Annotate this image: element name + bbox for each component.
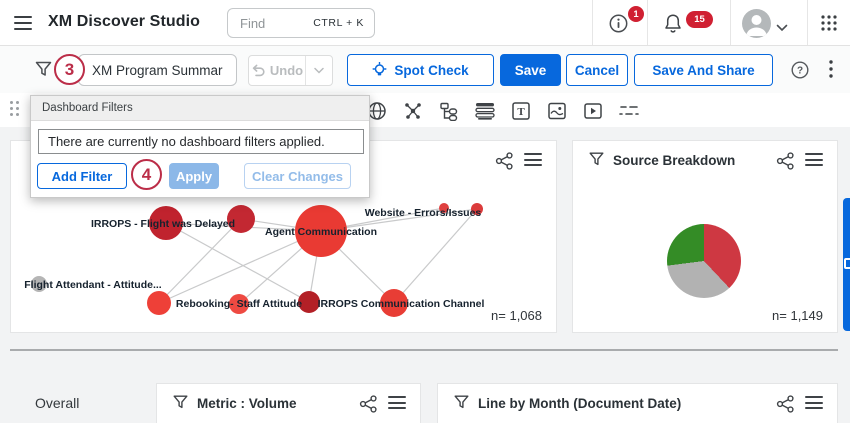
svg-text:Rebooking- Staff Attitude: Rebooking- Staff Attitude [176,298,302,310]
widget-title: Line by Month (Document Date) [478,396,682,411]
share-icon[interactable] [359,395,378,418]
filter-funnel-icon[interactable] [35,61,52,82]
source-breakdown-widget: Source Breakdown n= 1,149 [572,140,838,333]
kebab-menu-icon[interactable] [828,59,834,84]
widget-title: Metric : Volume [197,396,297,411]
divider [807,0,808,45]
svg-text:?: ? [797,66,803,77]
topic-network-widget-icon[interactable] [401,99,425,123]
search-input[interactable] [228,15,314,31]
share-icon[interactable] [495,152,514,175]
app-grid-icon[interactable] [820,14,838,37]
add-filter-button[interactable]: Add Filter [37,163,127,189]
undo-dropdown-caret[interactable] [306,56,332,85]
filter-funnel-icon[interactable] [589,152,604,171]
lightbulb-icon [372,61,387,75]
table-widget-icon[interactable] [473,99,497,123]
no-filters-message: There are currently no dashboard filters… [38,129,364,154]
journey-widget-icon[interactable] [617,99,641,123]
dashboard-filters-popup: Dashboard Filters There are currently no… [30,95,370,198]
svg-text:T: T [517,106,525,118]
line-by-month-widget: Line by Month (Document Date) [437,383,838,423]
save-and-share-button[interactable]: Save And Share [634,54,773,86]
topic-network-chart[interactable]: IRROPS - Flight was Delayed Agent Communi… [11,141,558,334]
divider [592,0,593,45]
global-search[interactable]: CTRL + K [227,8,375,38]
source-pie-chart[interactable] [667,224,741,298]
share-icon[interactable] [776,395,795,418]
apply-button[interactable]: Apply [169,163,219,189]
annotation-step-3: 3 [54,54,85,85]
svg-text:IRROPS - Flight was Delayed: IRROPS - Flight was Delayed [91,218,235,230]
save-button[interactable]: Save [500,54,561,86]
help-icon[interactable]: ? [791,61,809,84]
topic-network-widget-header [11,141,556,179]
widget-menu-icon[interactable] [524,153,542,170]
widget-title: Source Breakdown [613,153,736,168]
spot-check-button[interactable]: Spot Check [347,54,494,86]
top-header: XM Discover Studio CTRL + K 1 15 [0,0,850,46]
notifications-badge: 15 [686,11,713,28]
svg-text:Flight Attendant - Attitude...: Flight Attendant - Attitude... [24,279,162,291]
spot-check-label: Spot Check [394,62,469,78]
undo-button-group: Undo [248,55,333,86]
toolbar-drag-handle[interactable] [10,101,22,119]
share-icon[interactable] [776,152,795,175]
divider [647,0,648,45]
section-divider [10,349,838,351]
filter-funnel-icon[interactable] [173,395,188,414]
action-toolbar: Undo Spot Check Save Cancel Save And Sha… [0,46,850,93]
widget-menu-icon[interactable] [388,396,406,413]
hamburger-menu-icon[interactable] [14,16,32,30]
cancel-button[interactable]: Cancel [566,54,628,86]
widget-menu-icon[interactable] [805,153,823,170]
sample-size-label: n= 1,068 [491,308,542,323]
undo-label: Undo [269,63,304,78]
line-by-month-widget-header: Line by Month (Document Date) [438,384,837,422]
svg-text:Website - Errors/Issues: Website - Errors/Issues [365,207,482,219]
svg-text:IRROPS Communication Channel: IRROPS Communication Channel [318,298,485,310]
info-badge: 1 [628,6,644,22]
text-box-widget-icon[interactable]: T [509,99,533,123]
filter-funnel-icon[interactable] [454,395,469,414]
source-breakdown-widget-header: Source Breakdown [573,141,837,179]
metric-volume-widget-header: Metric : Volume [157,384,420,422]
image-widget-icon[interactable] [545,99,569,123]
bell-icon[interactable] [663,13,683,39]
hierarchy-widget-icon[interactable] [437,99,461,123]
avatar[interactable] [742,9,771,38]
chevron-down-icon[interactable] [776,19,788,37]
section-label: Overall [35,395,80,411]
dashboard-name-input[interactable] [78,54,237,86]
info-icon[interactable] [609,14,628,38]
svg-text:Agent Communication: Agent Communication [265,226,377,238]
search-shortcut-hint: CTRL + K [313,17,364,29]
undo-button[interactable]: Undo [249,56,306,85]
popup-title: Dashboard Filters [31,96,369,121]
metric-volume-widget: Metric : Volume [156,383,421,423]
clear-changes-button[interactable]: Clear Changes [244,163,351,189]
undo-icon [252,64,265,77]
annotation-step-4: 4 [131,159,162,190]
app-title: XM Discover Studio [48,13,201,30]
video-widget-icon[interactable] [581,99,605,123]
sample-size-label: n= 1,149 [772,308,823,323]
divider [730,0,731,45]
panel-icon [844,258,850,269]
side-panel-tab[interactable] [843,198,850,331]
widget-menu-icon[interactable] [805,396,823,413]
